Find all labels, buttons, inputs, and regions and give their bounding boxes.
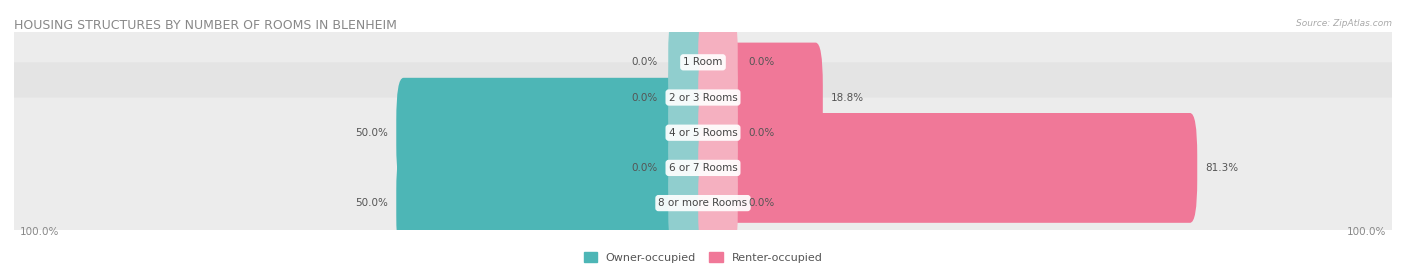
Text: 1 Room: 1 Room [683, 57, 723, 67]
Text: 50.0%: 50.0% [356, 128, 388, 138]
FancyBboxPatch shape [396, 148, 710, 258]
Text: 0.0%: 0.0% [748, 57, 775, 67]
Text: 0.0%: 0.0% [631, 93, 658, 103]
Text: 18.8%: 18.8% [831, 93, 863, 103]
Text: 100.0%: 100.0% [1347, 227, 1386, 237]
Text: 8 or more Rooms: 8 or more Rooms [658, 198, 748, 208]
FancyBboxPatch shape [0, 62, 1406, 270]
FancyBboxPatch shape [696, 43, 823, 153]
FancyBboxPatch shape [668, 127, 707, 209]
Text: 4 or 5 Rooms: 4 or 5 Rooms [669, 128, 737, 138]
FancyBboxPatch shape [0, 0, 1406, 168]
FancyBboxPatch shape [668, 22, 707, 103]
FancyBboxPatch shape [0, 0, 1406, 203]
Text: 0.0%: 0.0% [748, 198, 775, 208]
FancyBboxPatch shape [699, 57, 738, 138]
Text: 2 or 3 Rooms: 2 or 3 Rooms [669, 93, 737, 103]
Text: 0.0%: 0.0% [748, 128, 775, 138]
FancyBboxPatch shape [668, 92, 707, 174]
FancyBboxPatch shape [668, 57, 707, 138]
FancyBboxPatch shape [0, 27, 1406, 238]
FancyBboxPatch shape [699, 162, 738, 244]
Text: 0.0%: 0.0% [631, 163, 658, 173]
Text: Source: ZipAtlas.com: Source: ZipAtlas.com [1296, 19, 1392, 28]
Text: 50.0%: 50.0% [356, 198, 388, 208]
Text: 6 or 7 Rooms: 6 or 7 Rooms [669, 163, 737, 173]
FancyBboxPatch shape [668, 162, 707, 244]
FancyBboxPatch shape [699, 92, 738, 174]
Text: 0.0%: 0.0% [631, 57, 658, 67]
Text: 81.3%: 81.3% [1205, 163, 1239, 173]
FancyBboxPatch shape [0, 97, 1406, 270]
FancyBboxPatch shape [699, 127, 738, 209]
FancyBboxPatch shape [396, 78, 710, 188]
FancyBboxPatch shape [699, 22, 738, 103]
Legend: Owner-occupied, Renter-occupied: Owner-occupied, Renter-occupied [579, 248, 827, 267]
Text: HOUSING STRUCTURES BY NUMBER OF ROOMS IN BLENHEIM: HOUSING STRUCTURES BY NUMBER OF ROOMS IN… [14, 19, 396, 32]
Text: 100.0%: 100.0% [20, 227, 59, 237]
FancyBboxPatch shape [696, 113, 1198, 223]
